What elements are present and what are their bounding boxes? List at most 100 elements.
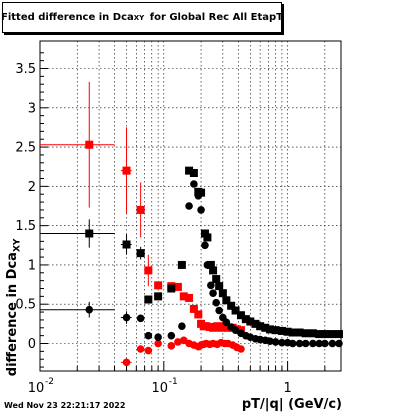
data-point-circle <box>122 358 131 367</box>
data-point-circle <box>85 305 94 314</box>
data-point-square <box>136 205 145 214</box>
data-point-square <box>236 311 245 320</box>
data-point-square <box>212 275 221 284</box>
data-point-square <box>209 266 218 275</box>
chart-title-subscript: XY <box>133 13 145 22</box>
y-tick-label: 1.5 <box>15 219 36 234</box>
data-point-circle <box>301 339 310 348</box>
data-point-square <box>144 266 153 275</box>
y-tick-label: 3.5 <box>15 62 36 77</box>
y-axis-label-prefix: difference in Dca <box>5 252 20 377</box>
data-point-square <box>283 327 292 336</box>
data-point-square <box>277 326 286 335</box>
data-point-circle <box>167 331 176 340</box>
data-point-square <box>227 301 236 310</box>
data-point-square <box>215 282 224 291</box>
data-point-circle <box>136 314 145 323</box>
axes: 00.511.522.533.510 -2 10 -1 1 <box>15 40 342 396</box>
data-point-circle <box>190 180 198 188</box>
data-point-square <box>308 329 317 338</box>
data-point-circle <box>178 322 186 331</box>
data-point-square <box>256 322 265 331</box>
data-point-square <box>179 292 188 301</box>
data-point-square <box>203 233 212 242</box>
y-axis-label-subscript: XY <box>12 238 23 253</box>
data-point-square <box>185 166 194 175</box>
data-point-circle <box>167 342 176 350</box>
x-tick-exponent: -1 <box>169 377 178 387</box>
y-tick-label: 2.5 <box>15 141 36 156</box>
data-point-square <box>85 229 94 238</box>
x-tick-exponent: -2 <box>45 377 54 387</box>
data-point-circle <box>144 331 153 340</box>
data-point-circle <box>207 281 215 290</box>
data-point-square <box>241 315 250 324</box>
data-point-square <box>246 317 255 326</box>
data-point-square <box>197 188 206 197</box>
data-point-square <box>209 323 218 332</box>
data-point-square <box>154 292 163 301</box>
data-point-circle <box>215 306 223 315</box>
x-tick-label: 1 <box>283 381 291 396</box>
y-tick-label: 2 <box>28 180 36 195</box>
data-point-circle <box>335 339 343 348</box>
data-point-square <box>261 323 270 332</box>
data-point-square <box>320 330 329 339</box>
data-point-circle <box>271 338 280 346</box>
data-point-square <box>271 326 280 335</box>
data-point-square <box>122 240 131 249</box>
plot-frame <box>39 40 342 372</box>
data-point-circle <box>201 241 209 250</box>
chart-title-prefix: Fitted difference in Dca <box>1 12 134 23</box>
data-point-circle <box>266 337 274 345</box>
data-point-square <box>189 169 198 177</box>
data-point-square <box>144 295 153 304</box>
data-point-circle <box>237 345 245 353</box>
data-point-square <box>136 249 145 258</box>
data-point-square <box>315 330 324 339</box>
data-point-square <box>122 166 131 175</box>
data-point-circle <box>328 339 337 348</box>
data-point-circle <box>209 289 217 298</box>
data-point-circle <box>321 339 329 348</box>
y-tick-label: 3 <box>28 101 36 116</box>
data-point-square <box>194 310 203 319</box>
y-tick-label: 0.5 <box>15 298 36 313</box>
data-point-square <box>177 260 186 269</box>
data-point-circle <box>154 339 162 348</box>
data-point-square <box>334 330 343 339</box>
data-point-square <box>222 296 231 305</box>
datestamp: Wed Nov 23 22:21:17 2022 <box>4 401 126 410</box>
data-point-square <box>301 329 310 338</box>
data-point-square <box>167 284 176 293</box>
data-point-square <box>154 281 163 290</box>
x-tick-label: 10 <box>28 381 45 396</box>
chart-title-suffix: for Global Rec All EtapT <box>149 12 283 23</box>
data-point-circle <box>203 261 212 269</box>
data-point-square <box>185 293 194 302</box>
data-point-circle <box>136 345 145 353</box>
y-tick-label: 1 <box>28 258 36 273</box>
x-tick-label: 10 <box>152 381 169 396</box>
y-tick-label: 0 <box>28 337 36 352</box>
data-point-circle <box>278 338 286 347</box>
x-axis-label: pT/|q| (GeV/c) <box>241 397 342 412</box>
data-point-circle <box>194 191 203 200</box>
data-point-circle <box>309 339 317 348</box>
chart-title: Fitted difference in Dca XY for Global Re… <box>1 2 283 33</box>
y-axis-label-wrap: difference in DcaXY <box>2 195 23 377</box>
data-point-square <box>231 306 240 315</box>
data-point-circle <box>295 339 304 348</box>
data-point-circle <box>122 313 131 322</box>
data-point-circle <box>288 339 297 348</box>
data-point-circle <box>154 333 162 342</box>
data-point-square <box>251 319 260 328</box>
data-point-circle <box>222 318 231 327</box>
data-point-square <box>265 325 274 334</box>
data-point-circle <box>185 202 193 210</box>
data-point-square <box>173 282 182 291</box>
data-point-square <box>85 140 94 149</box>
data-point-circle <box>315 339 324 348</box>
data-point-circle <box>174 338 182 346</box>
